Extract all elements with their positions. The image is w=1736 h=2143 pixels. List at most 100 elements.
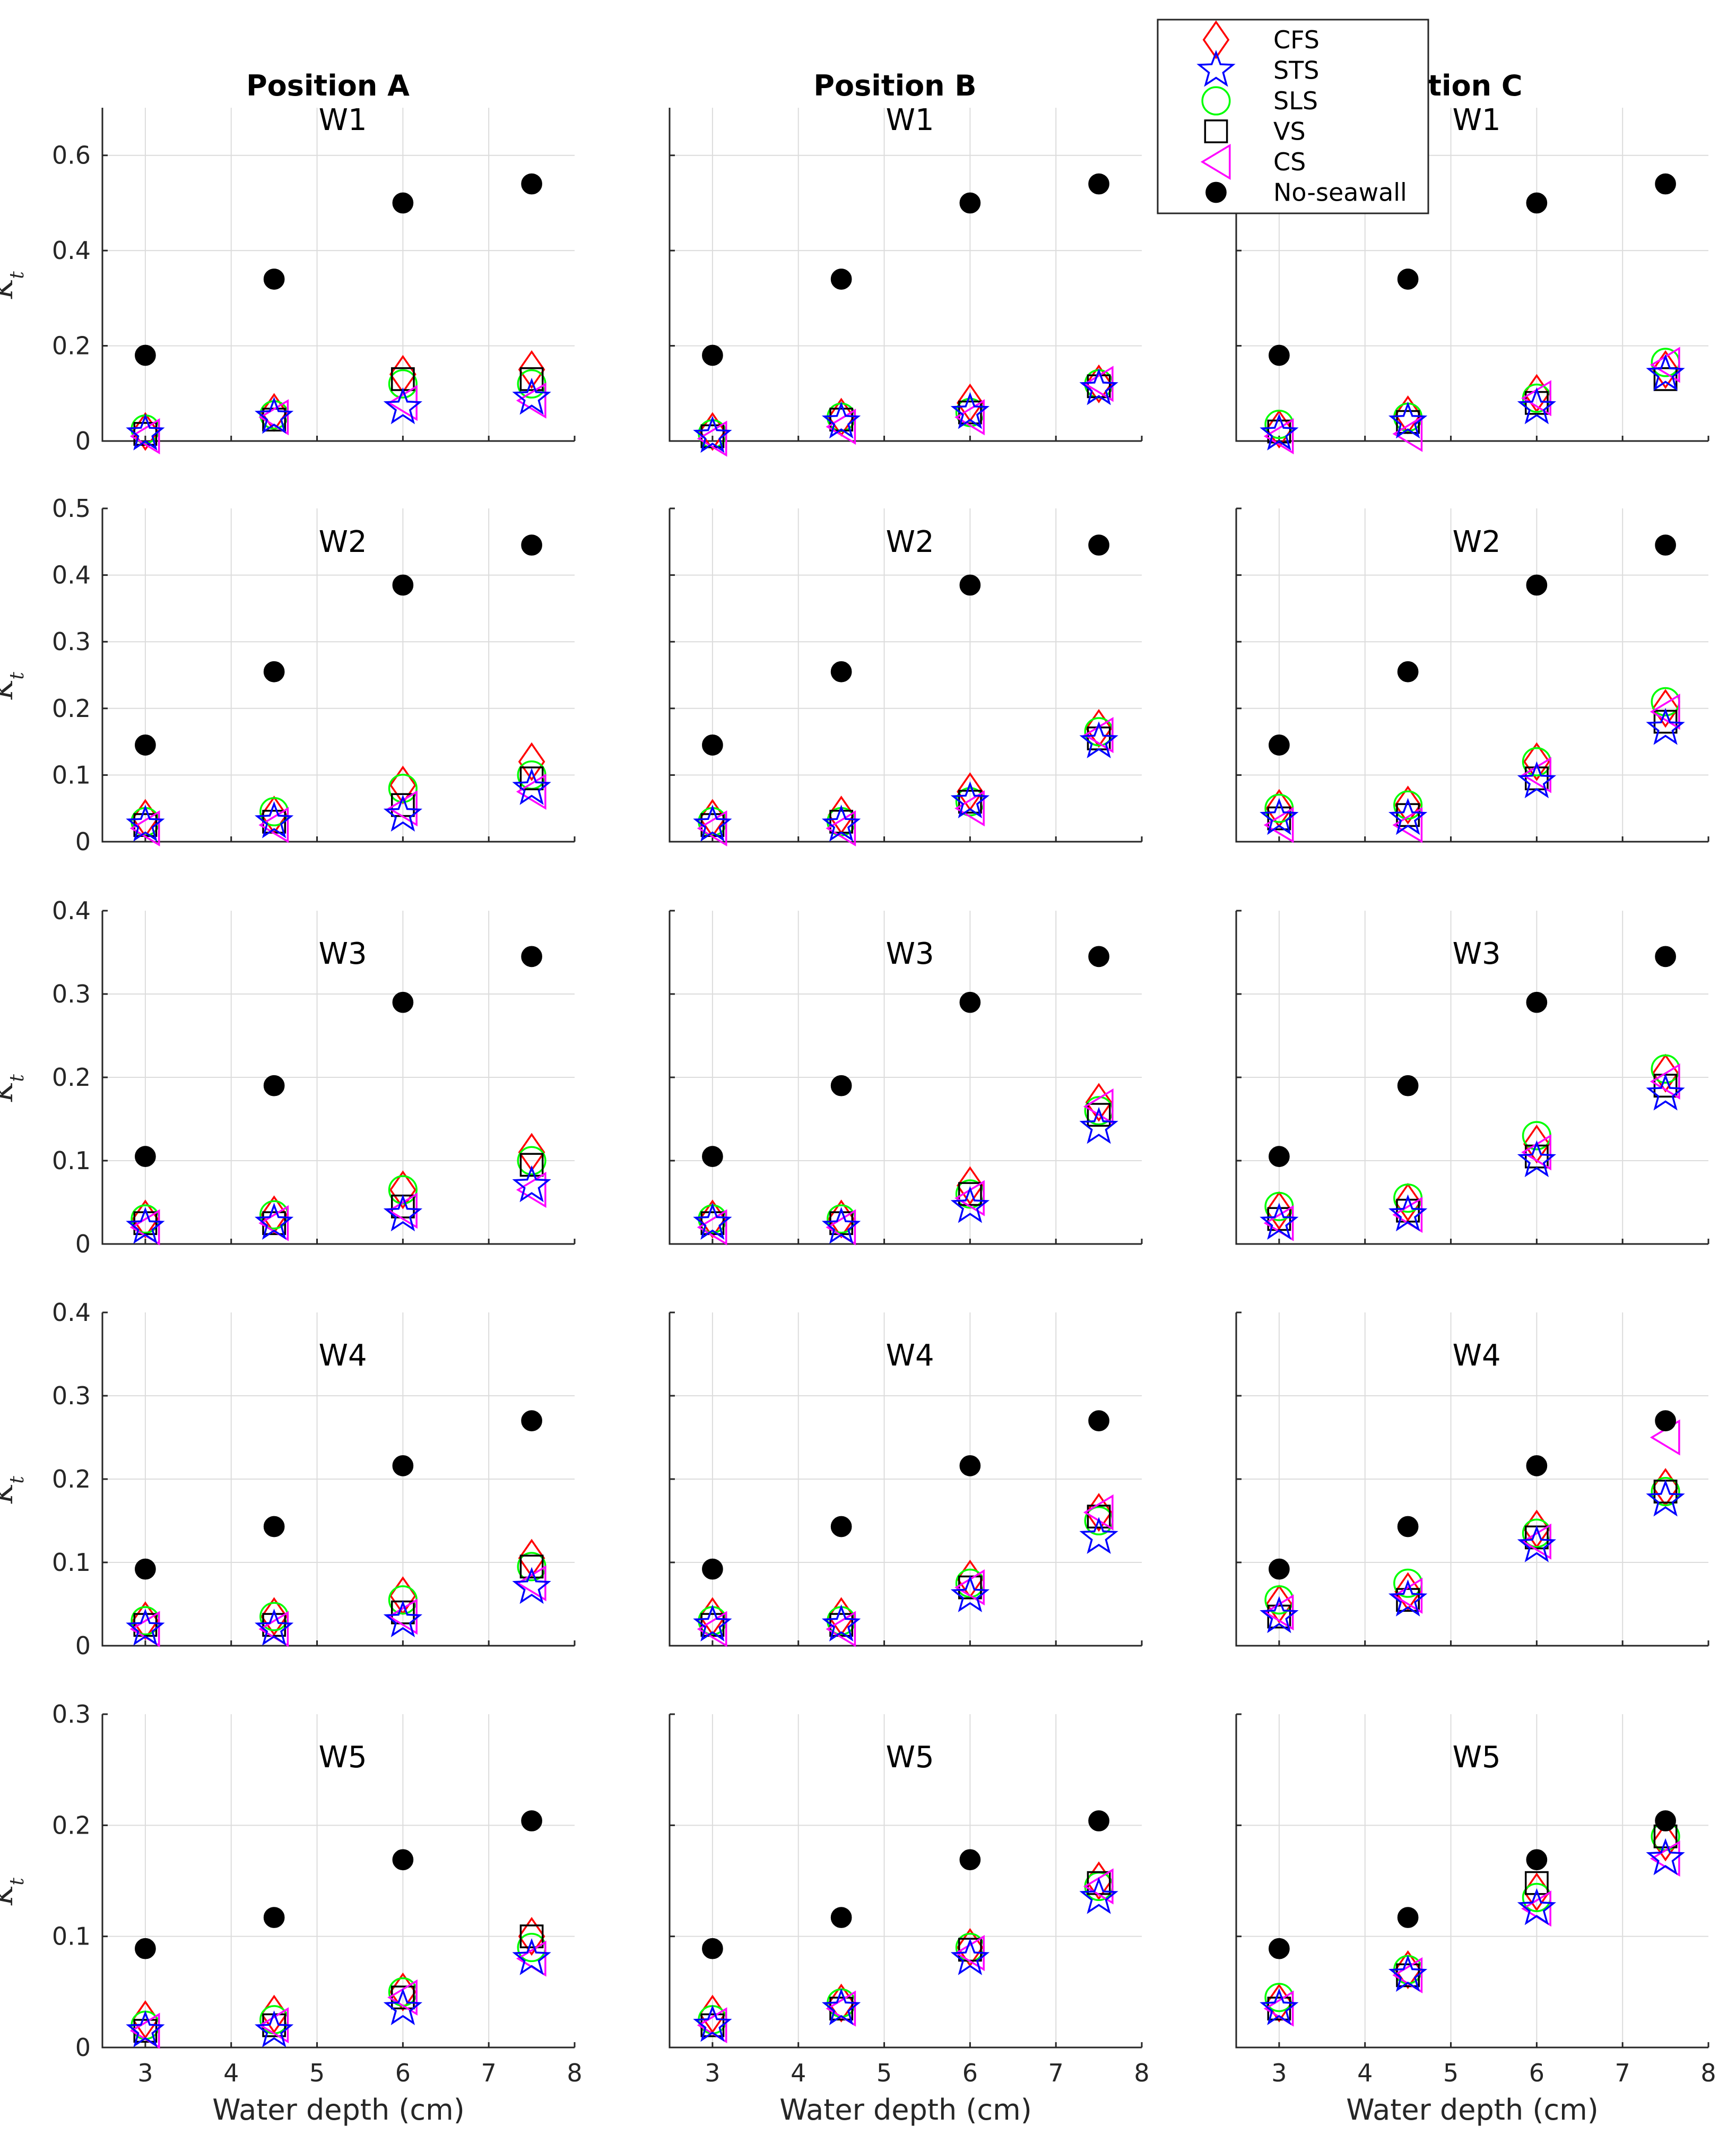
marker-sts <box>126 1609 165 1646</box>
marker-sts <box>1260 1988 1299 2025</box>
marker-cfs <box>518 742 545 781</box>
panel-label: W2 <box>1453 525 1501 559</box>
legend-label: CS <box>1273 148 1306 176</box>
axis-lines <box>669 108 1142 442</box>
marker-no-seawall <box>959 1455 981 1476</box>
y-tick-label: 0.4 <box>52 561 91 590</box>
marker-cs <box>954 790 985 827</box>
y-tick-label: 0.1 <box>52 1146 91 1175</box>
marker-cs <box>697 1611 727 1647</box>
y-axis-label: Kt <box>0 672 28 700</box>
panel-position-a-w3: 0 0.1 0.2 0.3 0.4 Kt W3 <box>0 896 576 1258</box>
marker-sts <box>1517 1140 1557 1178</box>
panel-position-c-w2: W2 <box>1235 507 1709 843</box>
marker-cs <box>387 1598 418 1635</box>
marker-cfs <box>1085 1083 1113 1122</box>
marker-cs <box>1083 716 1114 754</box>
panel-label: W5 <box>1453 1740 1501 1775</box>
marker-no-seawall <box>959 574 981 596</box>
y-axis-label-subscript: t <box>6 672 28 680</box>
panel-label: W4 <box>886 1338 934 1373</box>
marker-cfs <box>957 1166 984 1205</box>
marker-no-seawall <box>702 1146 723 1167</box>
y-axis-label-base: K <box>0 1081 19 1102</box>
x-tick-label: 4 <box>223 2059 239 2087</box>
marker-sts <box>126 805 165 842</box>
marker-cs <box>1392 807 1423 843</box>
marker-cs <box>697 1209 727 1246</box>
marker-sts <box>821 1604 861 1641</box>
y-axis-label-subscript: t <box>6 271 28 279</box>
marker-no-seawall <box>392 192 414 214</box>
marker-sts <box>1517 387 1557 425</box>
marker-no-seawall <box>1269 1146 1290 1167</box>
x-axis-label: Water depth (cm) <box>779 2093 1032 2127</box>
x-tick-label: 8 <box>1134 2059 1149 2087</box>
legend-entry: SLS <box>1201 86 1318 116</box>
marker-no-seawall <box>830 1075 852 1096</box>
marker-cfs <box>1652 1053 1679 1093</box>
marker-sts <box>693 416 732 453</box>
y-axis-label: Kt <box>0 1074 28 1102</box>
marker-no-seawall <box>1397 1516 1419 1537</box>
marker-no-seawall <box>263 1075 285 1096</box>
marker-cs <box>1263 1594 1294 1631</box>
marker-vs <box>519 1153 544 1177</box>
panel-label: W5 <box>319 1740 367 1775</box>
marker-no-seawall <box>1526 1849 1548 1871</box>
legend-entry: CFS <box>1202 20 1320 59</box>
marker-sts <box>126 413 165 451</box>
marker-no-seawall <box>1655 534 1676 556</box>
marker-cfs <box>132 412 159 451</box>
marker-sts <box>1388 401 1428 439</box>
x-tick-label: 3 <box>705 2059 720 2087</box>
panel-position-c-w4: W4 <box>1235 1311 1709 1647</box>
marker-sts <box>1646 1073 1685 1111</box>
marker-cs <box>954 399 985 436</box>
marker-no-seawall <box>392 574 414 596</box>
marker-cfs <box>1652 689 1679 728</box>
marker-no-seawall <box>1088 1810 1109 1831</box>
panel-position-c-w3: W3 <box>1235 910 1709 1245</box>
marker-cs <box>826 810 856 846</box>
marker-sts <box>1079 721 1118 758</box>
marker-vs <box>958 1182 982 1206</box>
y-axis-label-base: K <box>0 678 19 700</box>
panel-label: W2 <box>319 525 367 559</box>
marker-sls <box>388 369 418 399</box>
marker-cfs <box>1652 1822 1679 1862</box>
marker-sts <box>950 1575 990 1612</box>
marker-sts <box>512 768 551 805</box>
marker-no-seawall <box>1655 1810 1676 1831</box>
marker-sts <box>950 1186 990 1223</box>
marker-cs <box>1650 694 1680 730</box>
marker-vs <box>1087 1103 1111 1127</box>
marker-no-seawall <box>959 192 981 214</box>
marker-sts <box>1079 368 1118 405</box>
marker-sls <box>517 1146 546 1176</box>
marker-sts <box>693 2004 732 2042</box>
x-axis-label: Water depth (cm) <box>1346 2093 1599 2127</box>
marker-cfs <box>1523 1124 1550 1164</box>
marker-sls <box>388 773 418 803</box>
marker-sts <box>512 1567 551 1604</box>
marker-no-seawall <box>263 661 285 682</box>
y-tick-label: 0.1 <box>52 1548 91 1577</box>
marker-sts <box>254 1609 294 1646</box>
x-tick-label: 6 <box>395 2059 411 2087</box>
marker-sts <box>1079 1107 1118 1144</box>
legend-marker-cs <box>1200 143 1231 180</box>
y-tick-label: 0.3 <box>52 1700 91 1729</box>
x-tick-label: 7 <box>1615 2059 1630 2087</box>
marker-no-seawall <box>1269 735 1290 756</box>
marker-sts <box>950 392 990 429</box>
marker-cfs <box>1265 1191 1293 1230</box>
panel-position-c-w5: 3 4 5 6 7 8 Water depth (cm) W5 <box>1235 1713 1716 2127</box>
marker-cs <box>1392 416 1423 452</box>
marker-sts <box>1260 413 1299 451</box>
marker-cs <box>1392 1577 1423 1614</box>
x-tick-label: 3 <box>1271 2059 1287 2087</box>
marker-vs <box>519 766 544 791</box>
panel-label: W1 <box>319 103 367 137</box>
